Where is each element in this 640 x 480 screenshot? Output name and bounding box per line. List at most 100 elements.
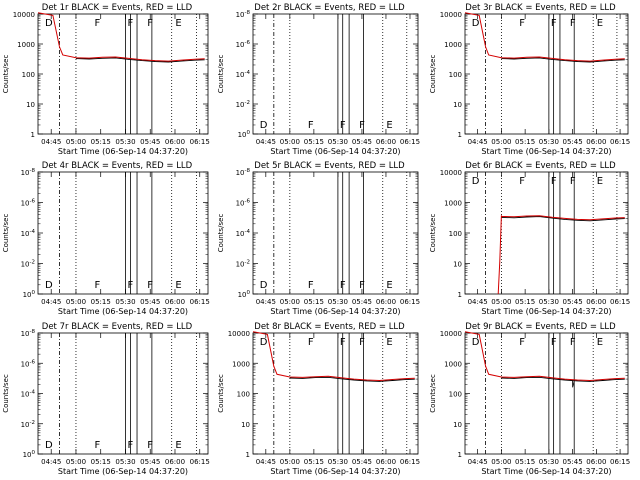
- chart-title: Det 2r BLACK = Events, RED = LLD: [254, 3, 405, 13]
- x-tick-label: 06:00: [586, 458, 606, 466]
- x-tick-label: 05:45: [352, 298, 372, 306]
- x-tick-label: 05:45: [140, 298, 160, 306]
- x-tick-label: 05:00: [491, 298, 511, 306]
- x-tick-label: 04:45: [41, 298, 61, 306]
- x-tick-label: 06:00: [376, 298, 396, 306]
- y-tick-label: 10-8: [21, 329, 36, 338]
- x-tick-label: 05:00: [491, 458, 511, 466]
- x-tick-label: 04:45: [256, 298, 276, 306]
- x-tick-label: 05:15: [515, 138, 535, 146]
- y-tick-label: 1000: [444, 200, 462, 208]
- y-tick-label: 10-2: [236, 100, 250, 109]
- x-tick-label: 04:45: [468, 298, 488, 306]
- y-tick-label: 10: [453, 261, 462, 269]
- y-tick-label: 10000: [440, 11, 462, 19]
- event-letter: F: [94, 280, 100, 291]
- y-tick-label: 1000: [444, 360, 462, 368]
- event-letter: E: [175, 18, 181, 29]
- x-tick-label: 05:45: [140, 138, 160, 146]
- y-axis-label: Counts/sec: [429, 55, 437, 94]
- x-axis-label: Start Time (06-Sep-14 04:37:20): [58, 467, 188, 476]
- x-tick-label: 06:15: [190, 458, 210, 466]
- events-series-line: [501, 376, 625, 382]
- event-letter: D: [260, 337, 268, 348]
- y-tick-label: 1: [458, 451, 462, 459]
- x-tick-label: 05:45: [140, 458, 160, 466]
- x-tick-label: 06:00: [165, 458, 185, 466]
- event-letter: F: [519, 18, 525, 29]
- event-letter: D: [260, 280, 268, 291]
- x-tick-label: 05:00: [491, 138, 511, 146]
- plot-frame: [252, 13, 419, 135]
- x-tick-label: 04:45: [468, 458, 488, 466]
- x-tick-label: 06:00: [376, 458, 396, 466]
- y-tick-label: 10-8: [21, 168, 36, 177]
- event-letter: F: [127, 18, 133, 29]
- y-tick-label: 10: [453, 101, 462, 109]
- x-tick-label: 06:15: [610, 458, 630, 466]
- x-tick-label: 04:45: [41, 458, 61, 466]
- y-axis-label: Counts/sec: [2, 214, 10, 253]
- event-letter: E: [597, 176, 603, 187]
- x-tick-label: 05:45: [352, 138, 372, 146]
- x-axis-label: Start Time (06-Sep-14 04:37:20): [481, 467, 611, 476]
- lld-series-line: [464, 331, 625, 382]
- event-letter: F: [127, 440, 133, 451]
- y-tick-label: 10: [241, 421, 250, 429]
- x-tick-label: 05:30: [328, 138, 348, 146]
- x-axis-label: Start Time (06-Sep-14 04:37:20): [481, 307, 611, 316]
- y-tick-label: 100: [22, 71, 35, 79]
- event-letter: F: [147, 18, 153, 29]
- y-axis-label: Counts/sec: [429, 374, 437, 413]
- x-tick-label: 04:45: [256, 138, 276, 146]
- y-tick-label: 10000: [228, 330, 250, 338]
- x-tick-label: 04:45: [468, 138, 488, 146]
- events-series-line: [501, 216, 625, 222]
- y-tick-label: 10-4: [21, 390, 36, 399]
- x-tick-label: 05:15: [304, 138, 324, 146]
- x-tick-label: 06:00: [165, 138, 185, 146]
- y-axis-label: Counts/sec: [217, 55, 225, 94]
- x-tick-label: 05:30: [328, 298, 348, 306]
- x-tick-label: 05:15: [91, 458, 111, 466]
- panel-det-1: Det 1r BLACK = Events, RED = LLD Counts/s…: [2, 3, 210, 156]
- y-tick-label: 10-8: [236, 168, 251, 177]
- x-tick-label: 05:30: [539, 138, 559, 146]
- event-letter: D: [472, 176, 480, 187]
- event-letter: F: [359, 120, 365, 131]
- x-tick-label: 05:15: [304, 298, 324, 306]
- x-tick-label: 06:15: [190, 298, 210, 306]
- x-tick-label: 06:00: [586, 298, 606, 306]
- panel-det-6: Det 6r BLACK = Events, RED = LLD Counts/s…: [429, 161, 630, 316]
- event-letter: F: [94, 440, 100, 451]
- y-tick-label: 10-4: [236, 229, 251, 238]
- y-tick-label: 1000: [444, 41, 462, 49]
- y-tick-label: 10: [26, 101, 35, 109]
- y-tick-label: 1000: [17, 41, 35, 49]
- chart-title: Det 7r BLACK = Events, RED = LLD: [42, 322, 193, 332]
- x-tick-label: 04:45: [256, 458, 276, 466]
- x-tick-label: 06:00: [376, 138, 396, 146]
- event-letter: F: [340, 120, 346, 131]
- events-series-line: [289, 376, 415, 382]
- y-tick-label: 10000: [440, 169, 462, 177]
- event-letter: F: [147, 280, 153, 291]
- chart-title: Det 9r BLACK = Events, RED = LLD: [465, 322, 616, 332]
- x-axis-label: Start Time (06-Sep-14 04:37:20): [270, 147, 400, 156]
- chart-title: Det 1r BLACK = Events, RED = LLD: [42, 3, 193, 13]
- y-tick-label: 10: [453, 421, 462, 429]
- x-tick-label: 05:15: [515, 458, 535, 466]
- x-tick-label: 06:15: [400, 138, 420, 146]
- x-tick-label: 05:15: [304, 458, 324, 466]
- x-tick-label: 05:45: [563, 298, 583, 306]
- event-letter: F: [147, 440, 153, 451]
- panel-det-3: Det 3r BLACK = Events, RED = LLD Counts/s…: [429, 3, 630, 156]
- y-tick-label: 10-6: [21, 199, 36, 208]
- event-letter: E: [175, 280, 181, 291]
- y-tick-label: 1: [246, 451, 250, 459]
- x-tick-label: 05:15: [91, 298, 111, 306]
- y-axis-label: Counts/sec: [217, 374, 225, 413]
- x-axis-label: Start Time (06-Sep-14 04:37:20): [481, 147, 611, 156]
- y-tick-label: 10-2: [21, 420, 35, 429]
- panel-det-9: Det 9r BLACK = Events, RED = LLD Counts/s…: [429, 322, 630, 476]
